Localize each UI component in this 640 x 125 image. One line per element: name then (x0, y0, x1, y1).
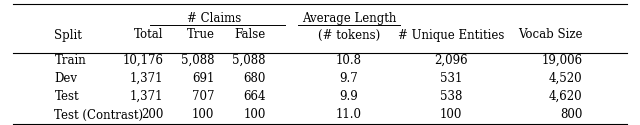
Text: Test: Test (54, 90, 79, 103)
Text: 200: 200 (141, 108, 163, 122)
Text: 11.0: 11.0 (336, 108, 362, 122)
Text: (# tokens): (# tokens) (317, 28, 380, 42)
Text: Vocab Size: Vocab Size (518, 28, 582, 42)
Text: 2,096: 2,096 (435, 54, 468, 66)
Text: 664: 664 (243, 90, 266, 103)
Text: Split: Split (54, 28, 83, 42)
Text: 1,371: 1,371 (130, 72, 163, 85)
Text: Train: Train (54, 54, 86, 66)
Text: 5,088: 5,088 (181, 54, 214, 66)
Text: 100: 100 (192, 108, 214, 122)
Text: 100: 100 (440, 108, 462, 122)
Text: 1,371: 1,371 (130, 90, 163, 103)
Text: 19,006: 19,006 (541, 54, 582, 66)
Text: Test (Contrast): Test (Contrast) (54, 108, 143, 122)
Text: 5,088: 5,088 (232, 54, 266, 66)
Text: Average Length: Average Length (301, 12, 396, 25)
Text: 9.9: 9.9 (339, 90, 358, 103)
Text: 9.7: 9.7 (339, 72, 358, 85)
Text: 4,620: 4,620 (548, 90, 582, 103)
Text: True: True (186, 28, 214, 42)
Text: 680: 680 (243, 72, 266, 85)
Text: 691: 691 (192, 72, 214, 85)
Text: 707: 707 (192, 90, 214, 103)
Text: 10,176: 10,176 (122, 54, 163, 66)
Text: Dev: Dev (54, 72, 77, 85)
Text: Total: Total (134, 28, 163, 42)
Text: 4,520: 4,520 (548, 72, 582, 85)
Text: False: False (234, 28, 266, 42)
Text: # Claims: # Claims (188, 12, 241, 25)
Text: 538: 538 (440, 90, 462, 103)
Text: 531: 531 (440, 72, 462, 85)
Text: # Unique Entities: # Unique Entities (398, 28, 504, 42)
Text: 10.8: 10.8 (336, 54, 362, 66)
Text: 800: 800 (560, 108, 582, 122)
Text: 100: 100 (243, 108, 266, 122)
